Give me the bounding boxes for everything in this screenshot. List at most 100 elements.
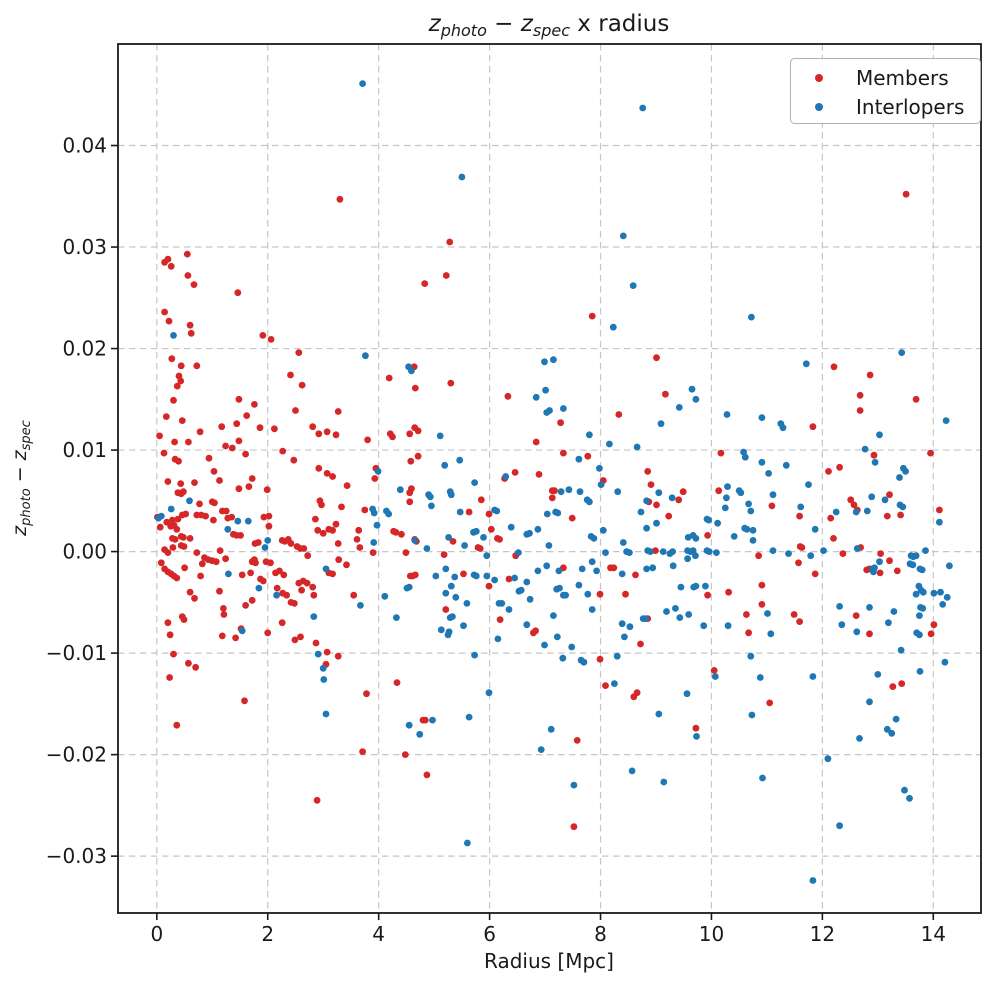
scatter-point-interlopers bbox=[743, 525, 751, 533]
scatter-point-members bbox=[496, 536, 503, 543]
scatter-point-members bbox=[876, 569, 884, 577]
scatter-point-interlopers bbox=[672, 605, 679, 612]
x-tick-label: 8 bbox=[594, 922, 607, 946]
scatter-point-members bbox=[165, 317, 173, 325]
scatter-point-members bbox=[164, 478, 172, 485]
scatter-point-interlopers bbox=[647, 548, 654, 555]
scatter-point-members bbox=[309, 423, 317, 431]
scatter-point-members bbox=[279, 447, 287, 455]
title-z2: z bbox=[520, 11, 534, 37]
scatter-point-members bbox=[173, 382, 181, 390]
scatter-point-members bbox=[156, 523, 164, 531]
scatter-point-interlopers bbox=[442, 565, 450, 573]
y-tick-label: 0.00 bbox=[62, 540, 107, 564]
ylabel-minus: − bbox=[9, 460, 31, 488]
scatter-point-interlopers bbox=[657, 420, 665, 428]
scatter-point-interlopers bbox=[705, 548, 713, 555]
scatter-point-interlopers bbox=[580, 658, 588, 666]
scatter-point-interlopers bbox=[892, 715, 900, 723]
y-tick-label: −0.02 bbox=[46, 743, 107, 767]
scatter-point-members bbox=[477, 496, 485, 504]
scatter-point-interlopers bbox=[692, 552, 699, 560]
x-axis-label: Radius [Mpc] bbox=[484, 949, 614, 973]
scatter-point-interlopers bbox=[919, 588, 927, 596]
scatter-point-interlopers bbox=[677, 583, 685, 591]
ylabel-sub-spec: spec bbox=[19, 420, 34, 450]
scatter-point-interlopers bbox=[669, 548, 676, 555]
scatter-point-members bbox=[298, 381, 306, 389]
scatter-point-members bbox=[278, 619, 286, 627]
scatter-point-members bbox=[610, 564, 618, 572]
scatter-point-interlopers bbox=[713, 549, 720, 556]
title-sub-spec: spec bbox=[533, 21, 570, 40]
scatter-point-members bbox=[283, 591, 290, 599]
scatter-point-interlopers bbox=[578, 565, 586, 573]
scatter-point-interlopers bbox=[234, 517, 242, 525]
scatter-point-interlopers bbox=[740, 448, 747, 456]
scatter-point-interlopers bbox=[946, 562, 953, 570]
scatter-point-members bbox=[393, 679, 401, 686]
scatter-point-interlopers bbox=[570, 781, 578, 789]
scatter-point-members bbox=[350, 591, 358, 599]
scatter-point-members bbox=[186, 321, 194, 329]
scatter-point-members bbox=[725, 588, 732, 596]
scatter-point-interlopers bbox=[628, 767, 636, 775]
scatter-point-interlopers bbox=[542, 386, 549, 394]
scatter-point-interlopers bbox=[809, 673, 817, 680]
scatter-point-interlopers bbox=[626, 549, 633, 556]
scatter-point-interlopers bbox=[939, 601, 947, 608]
scatter-point-interlopers bbox=[447, 491, 455, 499]
scatter-point-members bbox=[233, 420, 241, 428]
scatter-point-members bbox=[256, 424, 264, 432]
scatter-point-interlopers bbox=[314, 650, 322, 658]
scatter-point-members bbox=[622, 590, 629, 598]
scatter-point-members bbox=[665, 512, 673, 520]
scatter-point-interlopers bbox=[556, 584, 563, 592]
scatter-point-members bbox=[211, 499, 218, 507]
scatter-point-members bbox=[297, 633, 304, 641]
scatter-point-interlopers bbox=[465, 713, 473, 721]
scatter-point-interlopers bbox=[393, 614, 400, 621]
scatter-point-interlopers bbox=[597, 481, 605, 488]
scatter-point-interlopers bbox=[747, 507, 755, 515]
scatter-point-interlopers bbox=[876, 431, 883, 439]
scatter-point-interlopers bbox=[543, 510, 551, 518]
scatter-point-interlopers bbox=[936, 518, 943, 526]
scatter-point-interlopers bbox=[692, 582, 700, 590]
scatter-point-interlopers bbox=[621, 633, 628, 641]
scatter-point-interlopers bbox=[883, 725, 891, 733]
scatter-point-interlopers bbox=[896, 474, 903, 481]
scatter-point-interlopers bbox=[669, 562, 677, 570]
scatter-point-members bbox=[647, 481, 655, 488]
scatter-point-members bbox=[193, 362, 201, 370]
scatter-point-members bbox=[178, 417, 186, 424]
scatter-point-members bbox=[166, 631, 174, 639]
scatter-point-interlopers bbox=[451, 573, 459, 581]
scatter-point-interlopers bbox=[602, 549, 609, 556]
scatter-point-interlopers bbox=[898, 349, 906, 356]
scatter-point-members bbox=[235, 437, 243, 445]
scatter-point-members bbox=[315, 430, 323, 438]
scatter-point-interlopers bbox=[643, 524, 650, 532]
scatter-point-interlopers bbox=[836, 822, 843, 830]
scatter-point-members bbox=[162, 413, 170, 420]
scatter-point-members bbox=[300, 545, 308, 552]
scatter-point-members bbox=[637, 640, 644, 648]
scatter-point-interlopers bbox=[693, 733, 700, 740]
scatter-point-members bbox=[175, 457, 182, 465]
scatter-point-interlopers bbox=[396, 486, 404, 494]
scatter-point-members bbox=[177, 480, 185, 487]
scatter-point-interlopers bbox=[511, 574, 518, 582]
scatter-point-members bbox=[768, 502, 776, 510]
scatter-point-members bbox=[421, 280, 429, 287]
scatter-point-interlopers bbox=[472, 572, 480, 580]
scatter-point-members bbox=[185, 659, 192, 667]
scatter-point-members bbox=[679, 488, 687, 496]
x-tick-label: 14 bbox=[921, 922, 946, 946]
scatter-point-interlopers bbox=[320, 676, 328, 683]
x-tick-label: 12 bbox=[810, 922, 835, 946]
scatter-point-members bbox=[245, 483, 253, 490]
y-tick-label: 0.01 bbox=[62, 438, 107, 462]
scatter-point-members bbox=[304, 552, 312, 560]
scatter-point-members bbox=[169, 516, 176, 524]
